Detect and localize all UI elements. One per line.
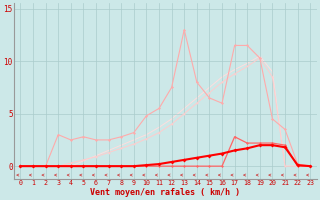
- X-axis label: Vent moyen/en rafales ( km/h ): Vent moyen/en rafales ( km/h ): [90, 188, 240, 197]
